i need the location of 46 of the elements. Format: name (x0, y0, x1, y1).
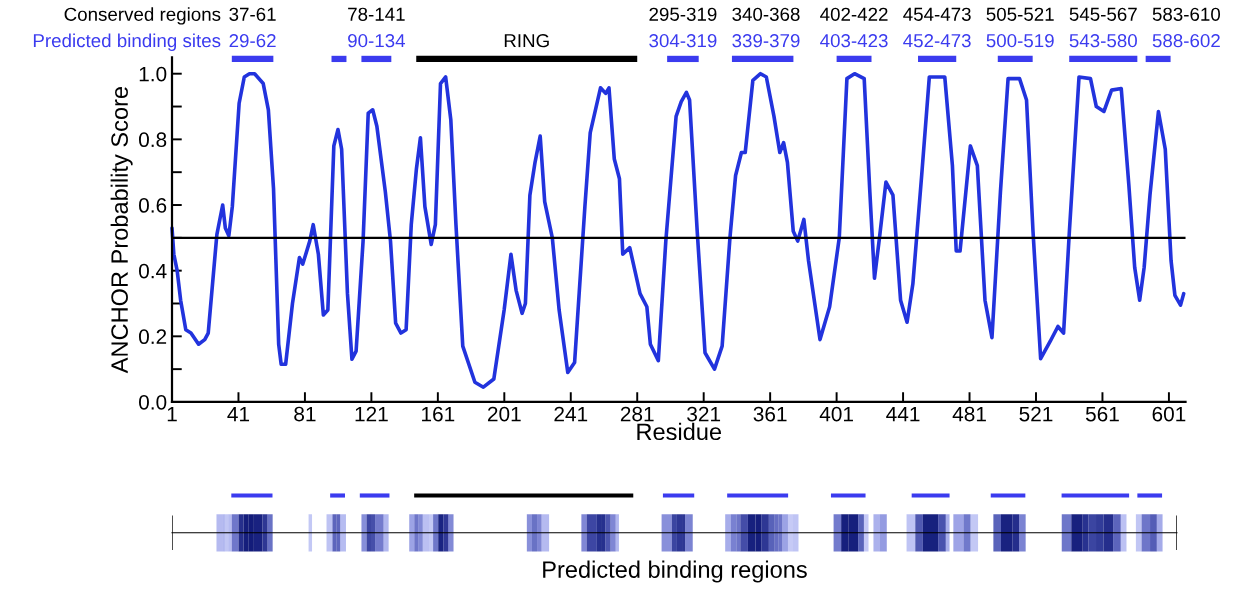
x-tick-label: 121 (355, 406, 388, 422)
x-tick-label: 521 (1019, 406, 1053, 422)
x-tick-label: 601 (1152, 406, 1186, 422)
text: 583-610 (1152, 7, 1221, 21)
series-label: 452-473 (903, 34, 971, 48)
series-label: 339-379 (732, 34, 800, 48)
text: Predicted binding sites (33, 33, 221, 51)
series-label: 90-134 (348, 34, 406, 48)
x-tick-label: 201 (487, 406, 521, 422)
x-tick-label: 361 (753, 406, 787, 422)
x-tick-label: 241 (554, 406, 588, 422)
series-label: RING (504, 34, 549, 48)
y-tick-label: 0.6 (139, 198, 167, 213)
text: 340-368 (732, 7, 800, 21)
x-tick-label: 441 (886, 406, 920, 422)
x-tick-label: 561 (1085, 406, 1119, 422)
x-tick-label: 81 (294, 406, 316, 422)
text: 545-567 (1069, 7, 1137, 21)
series-label: 403-423 (820, 34, 888, 48)
series-label: 588-602 (1152, 34, 1220, 48)
text: 402-422 (820, 7, 888, 21)
y-tick-label: 0.0 (139, 394, 167, 410)
x-tick-label: 321 (687, 406, 721, 422)
series-label: 29-62 (229, 34, 276, 48)
y-tick-label: 0.4 (139, 263, 167, 279)
text: 505-521 (986, 7, 1054, 21)
x-tick-label: 281 (620, 406, 654, 422)
x-tick-label: 481 (952, 406, 986, 422)
text: Predicted binding regions (543, 560, 807, 583)
series-label: 543-580 (1069, 34, 1137, 48)
x-tick-label: 401 (819, 406, 853, 422)
x-tick-label: 1 (167, 406, 177, 422)
text: 454-473 (903, 7, 971, 21)
text: 295-319 (649, 7, 717, 21)
text: Conserved regions (64, 7, 221, 25)
y-tick-label: 1.0 (139, 66, 167, 82)
x-tick-label: 161 (422, 406, 455, 422)
y-tick-label: 0.2 (139, 329, 167, 345)
x-axis-title: Residue (637, 422, 722, 441)
x-tick-label: 41 (227, 406, 250, 422)
series-label: 304-319 (649, 34, 717, 48)
text: 78-141 (348, 7, 405, 21)
y-axis-title: ANCHOR Probability Score (110, 87, 133, 374)
series-label: 500-519 (986, 34, 1054, 48)
y-tick-label: 0.8 (139, 132, 167, 148)
text: 37-61 (229, 7, 276, 21)
